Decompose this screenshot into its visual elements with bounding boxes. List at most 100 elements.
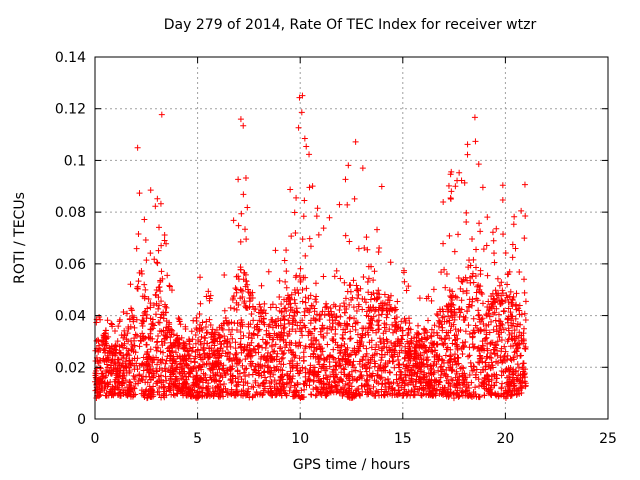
data-point (522, 383, 529, 390)
data-point (163, 240, 170, 247)
data-point (176, 316, 183, 323)
data-point (470, 315, 477, 322)
data-point (401, 278, 408, 285)
data-point (306, 370, 313, 377)
data-point (197, 300, 204, 307)
data-point (249, 393, 256, 400)
data-point (248, 311, 255, 318)
data-point (157, 277, 164, 284)
data-point (315, 356, 322, 363)
data-point (206, 374, 213, 381)
data-point (183, 355, 190, 362)
data-point (490, 296, 497, 303)
data-point (302, 345, 309, 352)
data-point (272, 341, 279, 348)
data-point (445, 313, 452, 320)
data-point (166, 347, 173, 354)
data-point (460, 316, 467, 323)
data-point (433, 341, 440, 348)
data-point (154, 368, 161, 375)
data-point (104, 364, 111, 371)
data-point (334, 344, 341, 351)
data-point (364, 372, 371, 379)
data-point (406, 315, 413, 322)
data-point (376, 245, 383, 252)
data-point (199, 361, 206, 368)
data-point (333, 314, 340, 321)
data-point (96, 383, 103, 390)
data-point (240, 369, 247, 376)
data-point (358, 334, 365, 341)
data-point (445, 301, 452, 308)
data-point (464, 151, 471, 158)
data-point (509, 241, 516, 248)
data-point (162, 373, 169, 380)
data-point (346, 335, 353, 342)
data-point (437, 364, 444, 371)
data-point (336, 320, 343, 327)
data-point (342, 295, 349, 302)
data-point (280, 332, 287, 339)
data-point (400, 361, 407, 368)
data-point (260, 389, 267, 396)
data-point (365, 331, 372, 338)
data-point (439, 390, 446, 397)
data-point (458, 278, 465, 285)
data-point (359, 356, 366, 363)
data-point (521, 289, 528, 296)
data-point (245, 385, 252, 392)
data-point (211, 351, 218, 358)
data-point (504, 352, 511, 359)
data-point (522, 298, 529, 305)
data-point (156, 283, 163, 290)
data-point (293, 389, 300, 396)
data-point (168, 287, 175, 294)
data-point (135, 278, 142, 285)
data-point (363, 368, 370, 375)
data-point (452, 337, 459, 344)
data-point (124, 330, 131, 337)
data-point (251, 346, 258, 353)
data-point (111, 327, 118, 334)
data-point (326, 317, 333, 324)
data-point (94, 336, 101, 343)
data-point (353, 349, 360, 356)
data-point (241, 299, 248, 306)
data-point (395, 357, 402, 364)
data-point (159, 367, 166, 374)
data-point (261, 300, 268, 307)
data-point (497, 357, 504, 364)
data-point (483, 322, 490, 329)
data-point (481, 327, 488, 334)
data-point (312, 337, 319, 344)
data-point (339, 378, 346, 385)
data-point (513, 323, 520, 330)
data-point (499, 196, 506, 203)
data-point (349, 362, 356, 369)
data-point (346, 238, 353, 245)
data-point (381, 291, 388, 298)
data-point (442, 352, 449, 359)
data-point (221, 307, 228, 314)
data-point (232, 375, 239, 382)
data-point (141, 293, 148, 300)
data-point (277, 387, 284, 394)
data-point (395, 337, 402, 344)
data-point (166, 282, 173, 289)
data-point (346, 315, 353, 322)
data-point (327, 305, 334, 312)
data-point (228, 379, 235, 386)
data-point (197, 376, 204, 383)
data-point (181, 342, 188, 349)
data-point (206, 316, 213, 323)
data-point (461, 179, 468, 186)
data-point (162, 360, 169, 367)
data-point (416, 295, 423, 302)
data-point (229, 363, 236, 370)
data-point (147, 250, 154, 257)
data-point (440, 198, 447, 205)
data-point (237, 266, 244, 273)
data-point (139, 322, 146, 329)
data-point (493, 323, 500, 330)
data-point (477, 344, 484, 351)
